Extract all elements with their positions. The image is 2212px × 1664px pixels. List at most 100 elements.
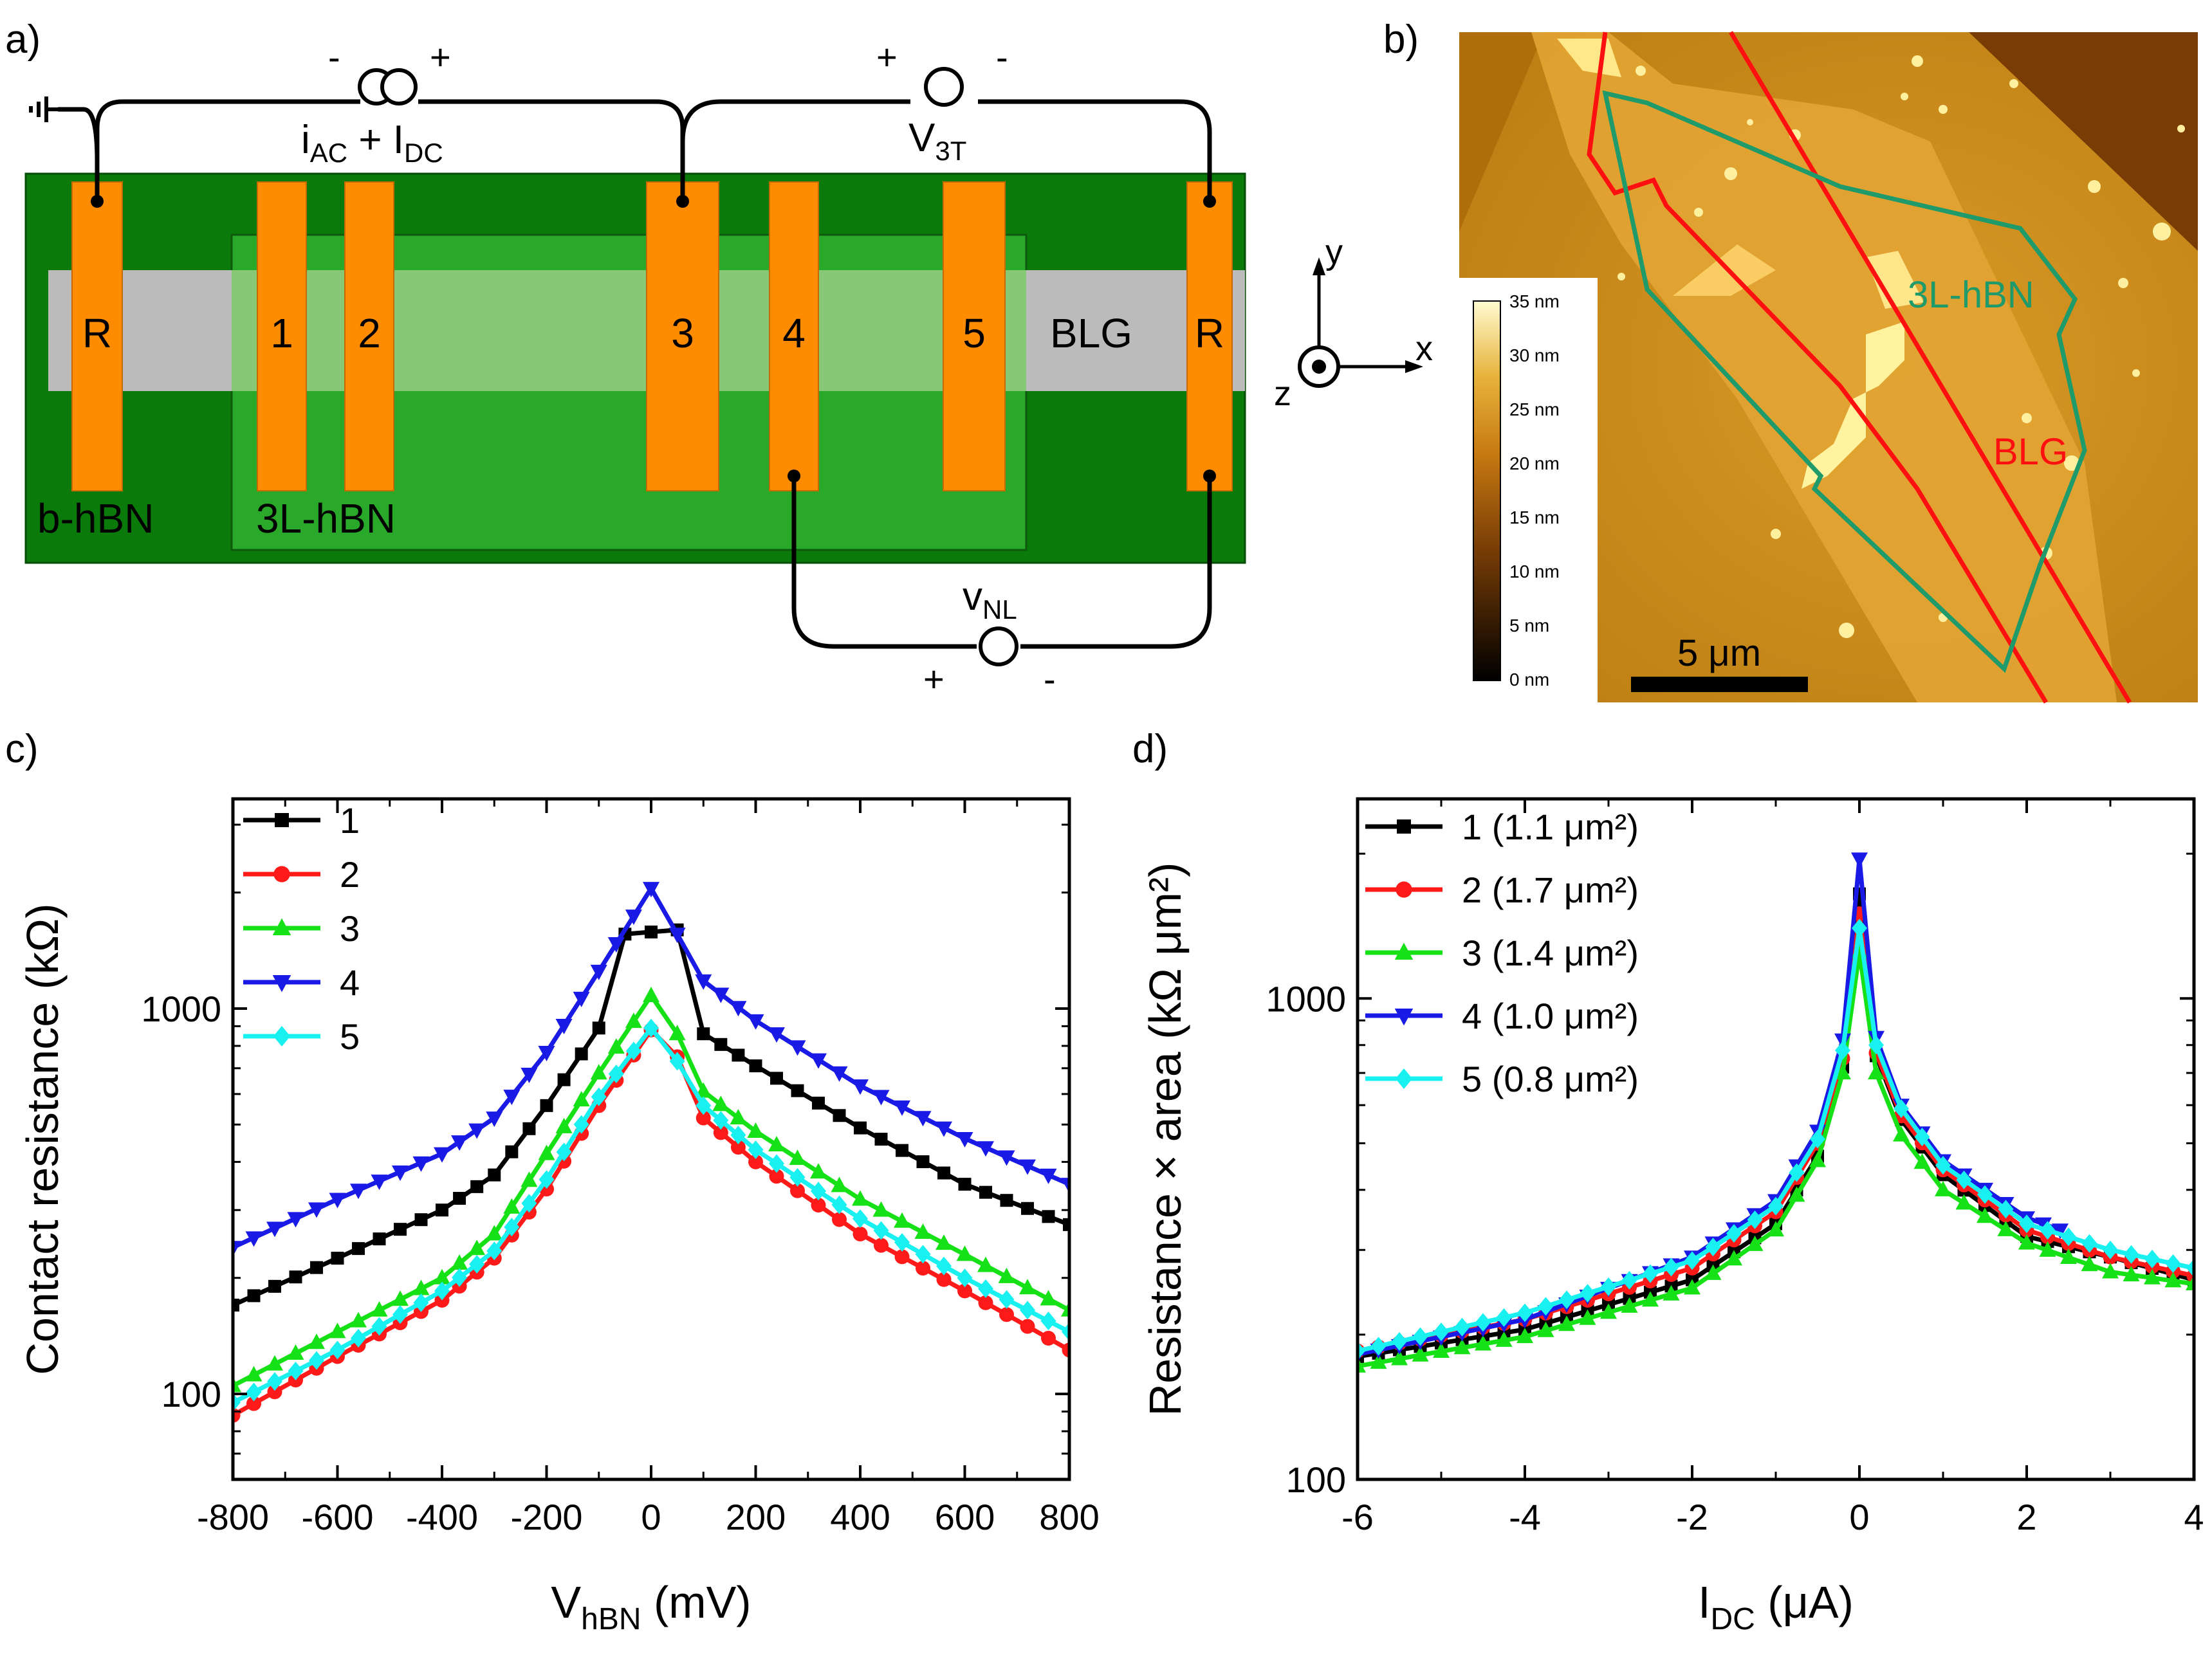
legend-label: 5 (0.8 μm²) xyxy=(1462,1059,1639,1099)
data-point xyxy=(713,1111,729,1130)
data-point xyxy=(1621,1270,1637,1290)
data-point xyxy=(371,1301,388,1317)
data-point xyxy=(1040,1168,1057,1184)
data-point xyxy=(643,986,659,1002)
trilayer-outline xyxy=(1602,90,2087,673)
data-point xyxy=(486,1241,502,1261)
data-point xyxy=(607,1038,625,1054)
data-point xyxy=(810,1163,827,1179)
legend-item: 4 xyxy=(243,962,360,1003)
vnl-plus: + xyxy=(923,659,945,699)
y-tick-label: 1000 xyxy=(141,989,221,1029)
data-point xyxy=(833,1109,846,1122)
data-point xyxy=(591,1087,607,1106)
series-4 xyxy=(1358,852,2069,1364)
data-point xyxy=(748,1154,763,1169)
legend-label: 5 xyxy=(340,1016,360,1057)
data-point xyxy=(811,1182,826,1201)
legend-item: 5 xyxy=(243,1016,360,1057)
legend-marker xyxy=(1396,881,1412,898)
data-point xyxy=(329,1193,346,1209)
data-point xyxy=(645,925,658,938)
data-point xyxy=(1684,1279,1700,1295)
data-point xyxy=(998,1267,1015,1283)
data-point xyxy=(854,1121,867,1135)
data-point xyxy=(957,1283,972,1299)
contact-label: R xyxy=(82,310,112,356)
y-tick-label: 100 xyxy=(1286,1459,1346,1500)
data-point xyxy=(413,1293,429,1312)
data-point xyxy=(2040,1221,2056,1240)
legend-marker xyxy=(272,918,291,935)
data-point xyxy=(2102,1263,2119,1279)
contact-label: 4 xyxy=(782,310,806,356)
data-point xyxy=(732,1048,745,1062)
data-point xyxy=(1835,1041,1850,1060)
data-point xyxy=(999,1290,1015,1309)
data-point xyxy=(810,1053,827,1069)
data-point xyxy=(831,1176,848,1193)
x-tick-label: 4 xyxy=(2184,1497,2204,1537)
data-point xyxy=(872,1201,890,1217)
series-line xyxy=(1358,928,2194,1353)
data-point xyxy=(747,1122,764,1138)
data-point xyxy=(573,1091,590,1107)
source-plus: + xyxy=(430,37,451,77)
legend-item: 2 xyxy=(243,854,360,895)
data-point xyxy=(521,1171,538,1187)
data-point xyxy=(434,1147,450,1163)
contact-4 xyxy=(769,181,819,491)
data-point xyxy=(371,1175,388,1191)
data-point xyxy=(853,1209,868,1229)
data-point xyxy=(1433,1342,1450,1358)
data-point xyxy=(915,1245,931,1264)
data-point xyxy=(1537,1321,1554,1337)
legend-label: 1 xyxy=(340,800,360,841)
data-point xyxy=(2039,1241,2056,1257)
data-point xyxy=(246,1382,262,1402)
data-point xyxy=(1746,1235,1764,1251)
data-point xyxy=(1955,1194,1973,1210)
data-point xyxy=(914,1111,932,1127)
data-point xyxy=(373,1232,386,1246)
data-point xyxy=(1019,1159,1036,1175)
data-point xyxy=(1062,1342,1069,1358)
data-point xyxy=(790,1183,805,1198)
data-point xyxy=(937,1166,950,1180)
data-point xyxy=(956,1245,973,1261)
data-point xyxy=(1370,1337,1387,1356)
data-point xyxy=(1041,1330,1056,1346)
data-point xyxy=(1601,1277,1616,1296)
v3t-minus: - xyxy=(996,37,1008,77)
data-point xyxy=(1558,1315,1575,1331)
data-point xyxy=(669,1052,685,1071)
data-point xyxy=(1412,1327,1428,1346)
afm-particles xyxy=(1618,55,2185,638)
colorbar-tick: 5 nm xyxy=(1509,616,1549,635)
x-tick-label: -800 xyxy=(197,1497,269,1537)
data-point xyxy=(555,1018,573,1034)
data-point xyxy=(1600,1303,1617,1319)
data-point xyxy=(1019,1279,1036,1295)
legend-marker xyxy=(1394,942,1414,960)
x-tick-label: -400 xyxy=(406,1497,478,1537)
data-point xyxy=(894,1100,910,1116)
data-point xyxy=(392,1290,409,1306)
panel-label-d: d) xyxy=(1132,727,1168,771)
data-point xyxy=(730,1126,746,1145)
data-point xyxy=(469,1255,485,1274)
chart-contact-resistance: -800 -600 -400 -200 0 200 400 600 800 100 1000 VhBN… xyxy=(17,797,1100,1636)
x-tick-label: -600 xyxy=(301,1497,373,1537)
data-point xyxy=(978,1295,993,1310)
contact-label: 3 xyxy=(671,310,694,356)
x-tick-label: -6 xyxy=(1341,1497,1374,1537)
scalebar-label: 5 μm xyxy=(1677,632,1761,674)
data-point xyxy=(233,1376,241,1393)
series-5 xyxy=(233,1018,1069,1412)
data-point xyxy=(1726,1250,1742,1266)
data-point xyxy=(1834,1064,1851,1080)
data-point xyxy=(1705,1238,1721,1257)
source-minus: - xyxy=(328,37,340,77)
data-point xyxy=(1475,1313,1491,1332)
data-point xyxy=(852,1079,869,1095)
